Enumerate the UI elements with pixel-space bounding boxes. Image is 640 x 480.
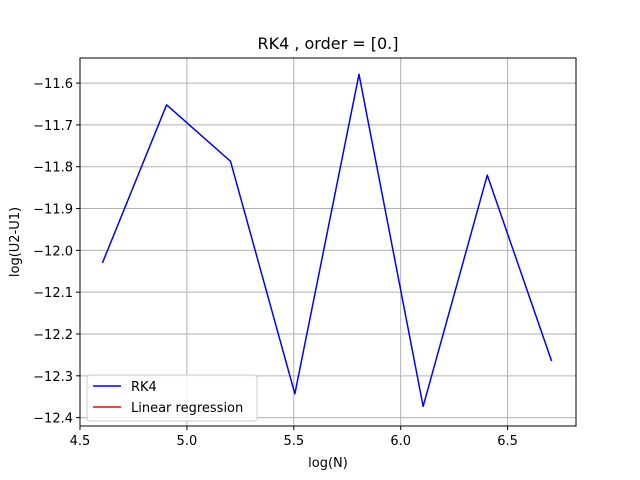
x-axis-label: log(N) [308,456,348,471]
y-tick-label: −11.6 [33,77,73,92]
x-tick-label: 4.5 [70,434,91,449]
series-layer [101,73,553,408]
y-tick-label: −12.0 [33,244,73,259]
y-tick-label: −11.7 [33,119,73,134]
x-axis-ticks: 4.5 5.0 5.5 6.0 6.5 [70,426,518,449]
legend-box [86,374,258,422]
y-tick-label: −12.3 [33,370,73,385]
grid [79,58,576,426]
legend: RK4 Linear regression [86,374,258,422]
y-tick-label: −11.8 [33,161,73,176]
chart-title: RK4 , order = [0.] [257,34,398,53]
x-tick-label: 6.5 [497,434,518,449]
x-tick-label: 6.0 [390,434,411,449]
y-axis-ticks: −12.4 −12.3 −12.2 −12.1 −12.0 −11.9 −11.8 −11.7… [33,77,80,427]
y-axis-label: log(U2-U1) [8,207,23,277]
legend-label-linear-regression: Linear regression [131,401,243,416]
legend-label-rk4: RK4 [131,380,157,395]
y-tick-label: −11.9 [33,203,73,218]
series-line-rk4 [101,73,553,408]
y-tick-label: −12.1 [33,286,73,301]
y-tick-label: −12.2 [33,328,73,343]
plot-frame [79,57,577,427]
x-tick-label: 5.5 [283,434,304,449]
x-tick-label: 5.0 [177,434,198,449]
y-tick-label: −12.4 [33,412,73,427]
